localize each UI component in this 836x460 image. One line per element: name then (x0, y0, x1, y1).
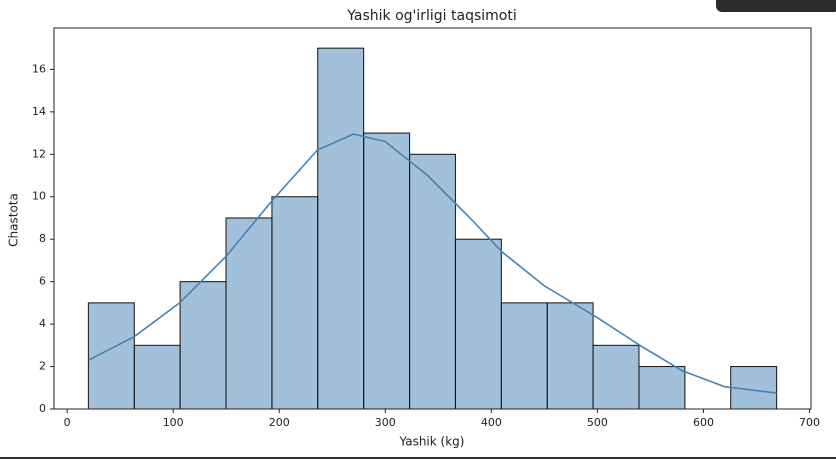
y-tick-label: 16 (32, 62, 46, 75)
kde-line (88, 133, 777, 394)
x-tick-label: 300 (375, 416, 396, 429)
x-tick-label: 700 (799, 416, 820, 429)
bar (179, 281, 227, 410)
bar (271, 196, 319, 410)
y-axis-label: Chastota (7, 193, 21, 247)
plot-frame (53, 27, 812, 410)
x-tick-label: 400 (481, 416, 502, 429)
x-tick-label: 100 (163, 416, 184, 429)
bar (317, 47, 365, 410)
x-tick-label: 200 (269, 416, 290, 429)
y-tick-label: 14 (32, 105, 46, 118)
bar (363, 132, 411, 410)
y-tick-label: 8 (39, 232, 46, 245)
y-tick-label: 0 (39, 402, 46, 415)
bar (454, 238, 502, 410)
x-axis-label: Yashik (kg) (399, 435, 465, 449)
y-tick-label: 2 (39, 360, 46, 373)
toolbar (716, 0, 836, 12)
bar (638, 366, 686, 410)
bar (500, 302, 548, 410)
x-tick-label: 600 (693, 416, 714, 429)
x-tick-label: 500 (587, 416, 608, 429)
bar (409, 153, 456, 410)
y-tick-label: 10 (32, 190, 46, 203)
bar (546, 302, 594, 410)
bar (592, 344, 640, 410)
bar (87, 302, 135, 410)
bar (133, 344, 181, 410)
chart-title: Yashik og'irligi taqsimoti (346, 8, 517, 24)
bar (225, 217, 273, 410)
y-tick-label: 12 (32, 147, 46, 160)
y-tick-label: 6 (39, 275, 46, 288)
x-tick-label: 0 (64, 416, 71, 429)
y-tick-label: 4 (39, 317, 46, 330)
